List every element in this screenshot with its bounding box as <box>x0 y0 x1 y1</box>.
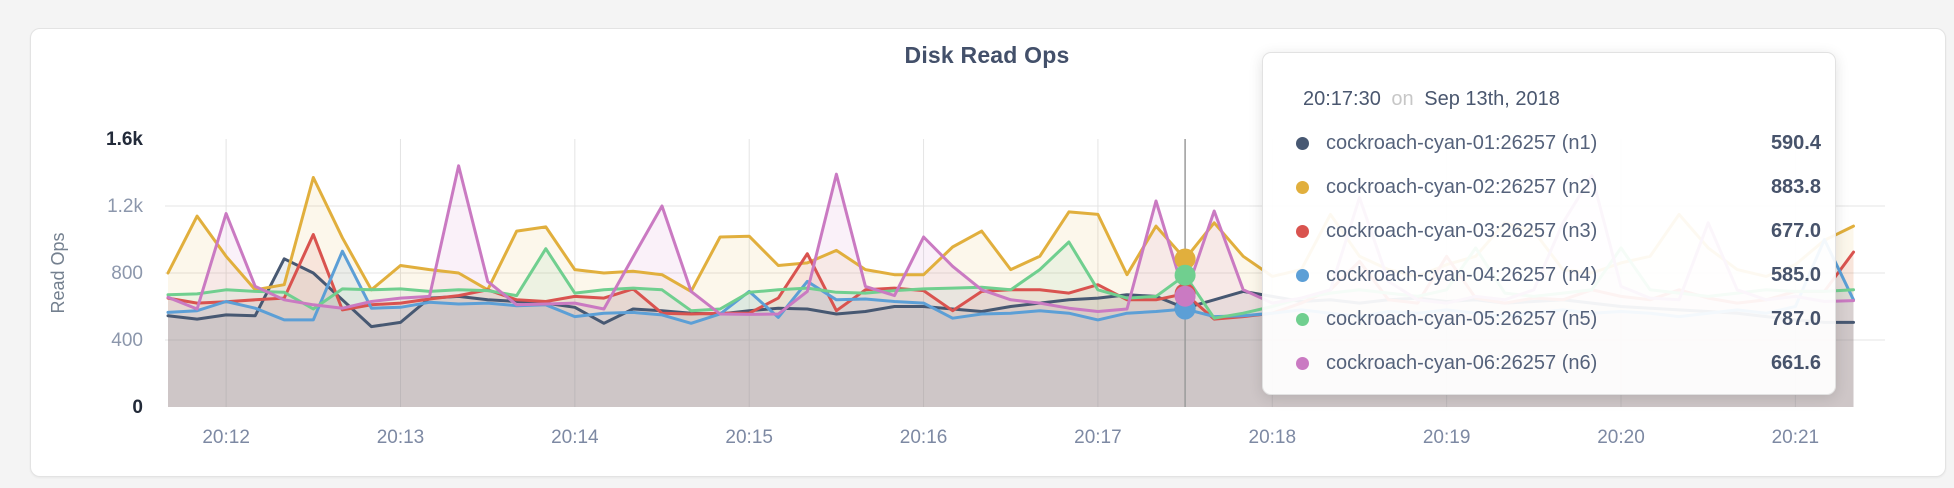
series-name: cockroach-cyan-01:26257 (n1) <box>1326 131 1598 154</box>
y-tick-label: 800 <box>111 263 143 284</box>
x-tick-label: 20:13 <box>377 427 425 448</box>
tooltip-row: cockroach-cyan-01:26257 (n1) 590.4 <box>1296 121 1821 165</box>
series-name: cockroach-cyan-06:26257 (n6) <box>1326 351 1598 374</box>
series-color-dot <box>1296 312 1309 326</box>
hover-tooltip: 20:17:30 on Sep 13th, 2018 cockroach-cya… <box>1262 52 1836 395</box>
x-tick-label: 20:18 <box>1249 427 1297 448</box>
hover-point-dot <box>1174 248 1196 270</box>
y-axis-title: Read Ops <box>48 232 68 313</box>
x-tick-label: 20:20 <box>1597 427 1645 448</box>
series-value: 787.0 <box>1770 307 1821 330</box>
series-name: cockroach-cyan-05:26257 (n5) <box>1326 307 1598 330</box>
y-tick-label: 1.2k <box>107 196 143 217</box>
chart-title: Disk Read Ops <box>904 42 1070 68</box>
y-tick-label: 0 <box>132 397 143 418</box>
x-tick-label: 20:21 <box>1772 427 1820 448</box>
series-value: 661.6 <box>1770 351 1821 374</box>
tooltip-row: cockroach-cyan-03:26257 (n3) 677.0 <box>1296 209 1821 253</box>
series-value: 585.0 <box>1770 263 1821 286</box>
y-tick-label: 1.6k <box>106 129 143 150</box>
tooltip-header: 20:17:30 on Sep 13th, 2018 <box>1303 86 1821 112</box>
hover-point-dot <box>1174 285 1196 307</box>
tooltip-rows: cockroach-cyan-01:26257 (n1) 590.4 cockroa… <box>1296 121 1821 385</box>
y-tick-label: 400 <box>111 330 143 351</box>
x-tick-label: 20:19 <box>1423 427 1471 448</box>
tooltip-date: Sep 13th, 2018 <box>1424 88 1560 110</box>
tooltip-row: cockroach-cyan-05:26257 (n5) 787.0 <box>1296 297 1821 341</box>
hover-point-dot <box>1174 264 1196 286</box>
series-color-dot <box>1296 356 1309 370</box>
x-tick-label: 20:15 <box>725 427 773 448</box>
x-tick-label: 20:16 <box>900 427 948 448</box>
series-color-dot <box>1296 136 1309 150</box>
x-tick-label: 20:12 <box>202 427 250 448</box>
tooltip-row: cockroach-cyan-06:26257 (n6) 661.6 <box>1296 341 1821 385</box>
series-value: 590.4 <box>1770 131 1821 154</box>
series-value: 883.8 <box>1770 175 1821 198</box>
series-color-dot <box>1296 224 1309 238</box>
tooltip-time: 20:17:30 <box>1303 88 1381 110</box>
x-tick-label: 20:17 <box>1074 427 1122 448</box>
series-name: cockroach-cyan-03:26257 (n3) <box>1326 219 1598 242</box>
tooltip-on-word: on <box>1391 88 1414 110</box>
series-value: 677.0 <box>1770 219 1821 242</box>
x-tick-label: 20:14 <box>551 427 599 448</box>
tooltip-row: cockroach-cyan-02:26257 (n2) 883.8 <box>1296 165 1821 209</box>
series-color-dot <box>1296 180 1309 194</box>
tooltip-row: cockroach-cyan-04:26257 (n4) 585.0 <box>1296 253 1821 297</box>
series-name: cockroach-cyan-02:26257 (n2) <box>1326 175 1598 198</box>
series-name: cockroach-cyan-04:26257 (n4) <box>1326 263 1598 286</box>
series-color-dot <box>1296 268 1309 282</box>
